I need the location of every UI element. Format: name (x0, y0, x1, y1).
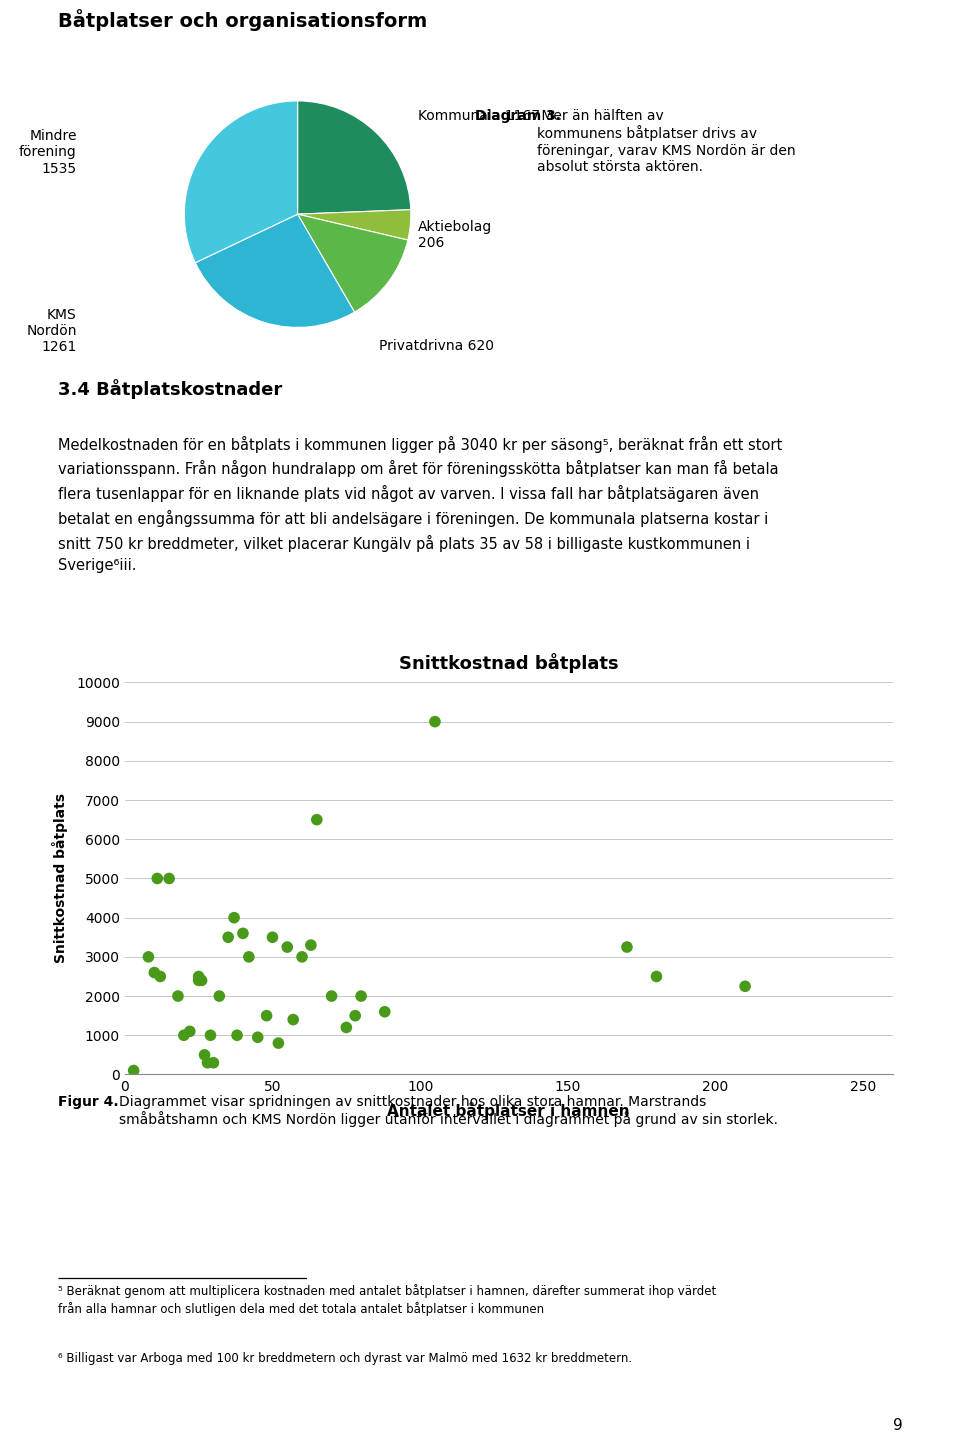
Point (303, 934, 319, 957)
Text: Diagram 3.: Diagram 3. (475, 109, 562, 123)
Point (265, 926, 280, 950)
Text: KMS
Nordön
1261: KMS Nordön 1261 (26, 308, 77, 354)
Point (153, 964, 168, 987)
X-axis label: Antalet båtplatser i hamnen: Antalet båtplatser i hamnen (388, 1102, 630, 1119)
Text: Diagrammet visar spridningen av snittkostnader hos olika stora hamnar. Marstrand: Diagrammet visar spridningen av snittkos… (119, 1095, 779, 1127)
Point (285, 1008, 300, 1031)
Point (271, 1031, 286, 1054)
Point (191, 968, 206, 992)
Point (427, 710, 443, 733)
Title: Snittkostnad båtplats: Snittkostnad båtplats (399, 652, 618, 672)
Point (141, 945, 156, 968)
Point (250, 1025, 265, 1048)
Point (619, 935, 635, 958)
Point (227, 906, 242, 929)
Point (348, 1005, 363, 1028)
Point (211, 984, 227, 1008)
Point (200, 1051, 215, 1074)
Point (241, 945, 256, 968)
Point (259, 1005, 275, 1028)
Text: ⁵ Beräknat genom att multiplicera kostnaden med antalet båtplatser i hamnen, där: ⁵ Beräknat genom att multiplicera kostna… (58, 1284, 716, 1316)
Point (182, 1019, 198, 1043)
Wedge shape (298, 102, 411, 215)
Point (203, 1024, 218, 1047)
Text: 3.4 Båtplatskostnader: 3.4 Båtplatskostnader (58, 379, 282, 399)
Text: Privatdrivna 620: Privatdrivna 620 (379, 338, 494, 353)
Point (205, 1051, 221, 1074)
Point (649, 964, 664, 987)
Text: Båtplatser och organisationsform: Båtplatser och organisationsform (58, 9, 427, 30)
Y-axis label: Snittkostnad båtplats: Snittkostnad båtplats (52, 793, 68, 964)
Text: Aktiebolag
206: Aktiebolag 206 (418, 221, 492, 250)
Text: Mindre
förening
1535: Mindre förening 1535 (19, 129, 77, 176)
Point (353, 984, 369, 1008)
Point (279, 935, 295, 958)
Text: Medelkostnaden för en båtplats i kommunen ligger på 3040 kr per säsong⁵, beräkna: Medelkostnaden för en båtplats i kommune… (58, 436, 781, 574)
Point (221, 926, 236, 950)
Point (194, 968, 209, 992)
Point (377, 1000, 393, 1024)
Point (295, 945, 310, 968)
Text: ⁶ Billigast var Arboga med 100 kr breddmetern och dyrast var Malmö med 1632 kr b: ⁶ Billigast var Arboga med 100 kr breddm… (58, 1352, 632, 1365)
Point (235, 922, 251, 945)
Wedge shape (298, 215, 408, 312)
Point (309, 807, 324, 831)
Wedge shape (184, 102, 298, 263)
Point (197, 1043, 212, 1066)
Point (737, 974, 753, 998)
Point (150, 867, 165, 890)
Point (191, 964, 206, 987)
Text: 9: 9 (893, 1419, 902, 1433)
Point (126, 1059, 141, 1082)
Point (339, 1016, 354, 1040)
Point (161, 867, 177, 890)
Wedge shape (298, 209, 411, 240)
Point (324, 984, 339, 1008)
Point (147, 961, 162, 984)
Text: Kommunala 1167: Kommunala 1167 (418, 109, 540, 123)
Text: Figur 4.: Figur 4. (58, 1095, 118, 1109)
Point (170, 984, 185, 1008)
Text: Mer än hälften av
kommunens båtplatser drivs av
föreningar, varav KMS Nordön är : Mer än hälften av kommunens båtplatser d… (537, 109, 796, 174)
Point (229, 1024, 245, 1047)
Wedge shape (195, 215, 354, 327)
Point (177, 1024, 192, 1047)
